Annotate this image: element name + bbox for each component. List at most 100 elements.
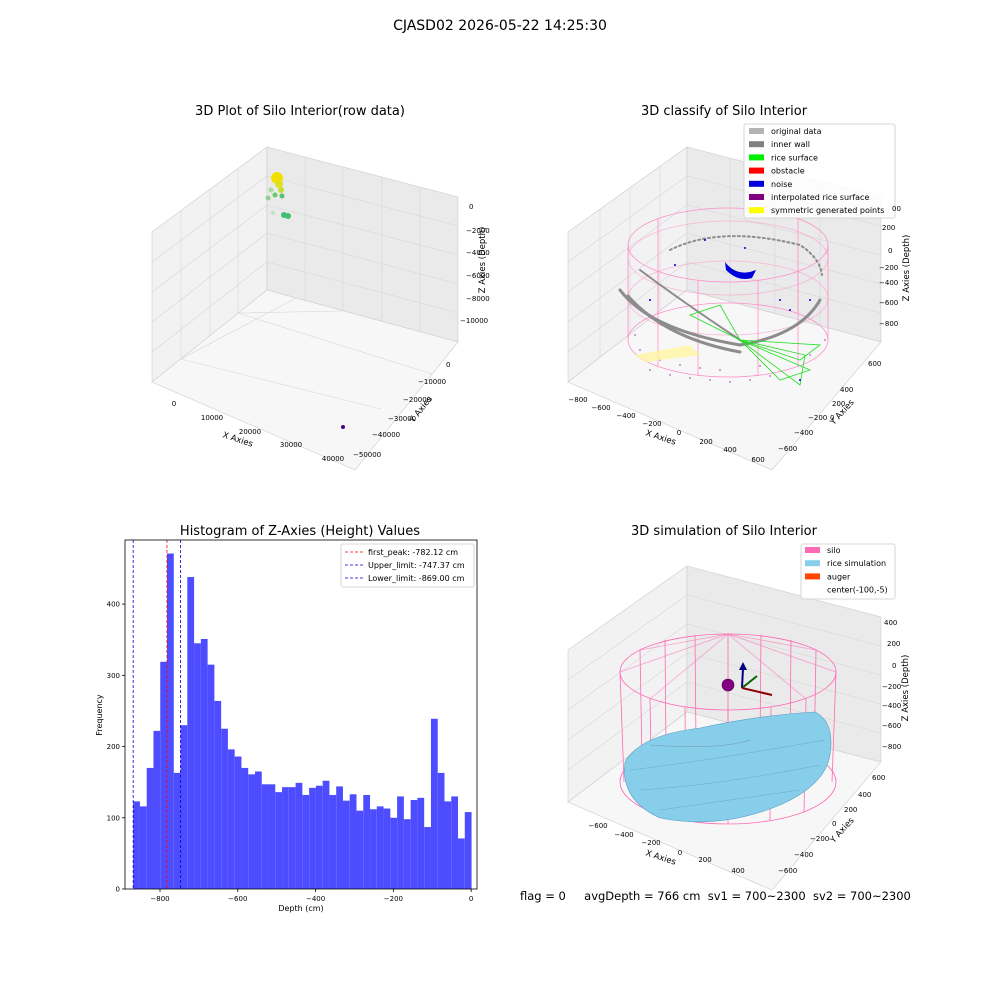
plot2-ytick: −400: [794, 429, 813, 437]
histogram-legend-label: Lower_limit: -869.00 cm: [368, 574, 465, 583]
histogram-bar: [133, 801, 140, 889]
plot2-xtick: −800: [568, 396, 587, 404]
plot2-xtick: 400: [723, 446, 736, 454]
plot1-title: 3D Plot of Silo Interior(row data): [195, 104, 405, 119]
status-avg-depth: avgDepth = 766 cm: [584, 889, 701, 903]
histogram-bar: [417, 797, 425, 889]
plot2-legend-swatch: [749, 128, 764, 134]
histogram-xtick: −400: [306, 895, 325, 903]
plot1-point: [279, 193, 285, 199]
status-flag: flag = 0: [520, 889, 566, 903]
plot3-legend-label: rice simulation: [827, 559, 886, 568]
plot3-ytick: 0: [832, 820, 836, 828]
plot3-ztick: −800: [882, 743, 901, 751]
plot2-ytick: 0: [830, 414, 834, 422]
plot1-points: [265, 172, 345, 429]
plot3-ytick: −600: [778, 867, 797, 875]
histogram-bar: [282, 787, 289, 889]
histogram-bar: [424, 827, 431, 889]
plot3-ztick: −200: [882, 683, 901, 691]
histogram-xlabel: Depth (cm): [278, 904, 323, 913]
plot2-inner-wall: [618, 235, 823, 354]
plot3-zlabel: Z Axies (Depth): [901, 655, 911, 722]
histogram-bar: [363, 794, 371, 889]
plot2-ytick: 400: [840, 386, 853, 394]
plot1-point: [278, 187, 284, 193]
plot3-xlabel: X Axies: [644, 848, 677, 867]
plot3-xtick: 200: [698, 856, 711, 864]
plot1-point: [275, 180, 283, 188]
histogram-bar: [376, 806, 384, 889]
histogram-bar: [254, 771, 262, 889]
histogram-bar: [295, 782, 303, 889]
histogram-bar: [194, 643, 201, 889]
histogram-bar: [153, 730, 161, 889]
plot3-xtick: 0: [678, 849, 682, 857]
plot1-ztick: −2000: [466, 227, 490, 235]
histogram-ytick: 300: [107, 672, 120, 680]
plot2-ztick: 200: [882, 224, 895, 232]
histogram-bar: [241, 767, 249, 889]
histogram-bar: [275, 792, 283, 889]
plot2-ztick: −400: [879, 279, 898, 287]
plot3-legend-label: auger: [827, 572, 851, 581]
histogram-title: Histogram of Z-Axies (Height) Values: [179, 524, 421, 539]
histogram-bar: [221, 728, 228, 889]
plot2-title: 3D classify of Silo Interior: [640, 104, 808, 119]
plot1-xtick: 20000: [239, 428, 261, 436]
histogram-frame: [124, 539, 478, 890]
histogram-bar: [234, 756, 242, 889]
plot1-ytick: −50000: [353, 451, 381, 459]
histogram-bar: [451, 796, 459, 889]
plot2-xtick: 600: [751, 456, 764, 464]
histogram-bar: [214, 700, 222, 889]
plot3-legend-swatch: [805, 560, 820, 567]
histogram-bar: [146, 767, 154, 889]
plot1-point: [341, 425, 345, 429]
plot1-axes: 0 10000 20000 30000 40000 0 −10000 −2000…: [151, 146, 490, 471]
plot3-ztick: −400: [882, 702, 901, 710]
histogram-ytick: 100: [107, 814, 120, 822]
plot2-legend-swatch: [749, 180, 764, 187]
plot3-grid: [567, 594, 882, 771]
histogram-legend-label: first_peak: -782.12 cm: [368, 548, 458, 557]
plot2-legend-label: obstacle: [771, 167, 805, 176]
plot2-ytick: −600: [778, 445, 797, 453]
plot2-legend-label: original data: [771, 127, 822, 136]
plot2-ztick: −800: [879, 320, 898, 328]
plot1-ytick: −40000: [372, 431, 400, 439]
plot1-xtick: 30000: [280, 441, 302, 449]
plot1-ytick: −10000: [418, 378, 446, 386]
plot2-ytick: −200: [808, 414, 827, 422]
plot2-xtick: −200: [642, 420, 661, 428]
plot3-legend-swatch: [805, 547, 820, 553]
histogram-bar: [336, 786, 343, 889]
histogram-bar: [167, 553, 174, 889]
histogram-bar: [410, 799, 418, 889]
histogram-bar: [268, 784, 276, 889]
histogram-ytick: 400: [107, 601, 120, 609]
histogram-ytick: 200: [107, 743, 120, 751]
plot1-xtick: 0: [172, 400, 176, 408]
plot2-xtick: 200: [699, 438, 712, 446]
plot1-point: [271, 211, 275, 215]
plot2-axes: original data inner wall rice surface obsta…: [567, 123, 912, 471]
plot3-ytick: 200: [844, 806, 857, 814]
plot3-ytick: −200: [810, 835, 829, 843]
histogram-bar: [437, 772, 445, 889]
plot3-legend-swatch: [805, 573, 820, 580]
plot1-point: [268, 187, 274, 193]
plot2-xlabel: X Axies: [644, 428, 677, 447]
status-line: flag = 0 avgDepth = 766 cm sv1 = 700~230…: [520, 889, 911, 903]
plot2-legend-label: symmetric generated points: [771, 206, 884, 215]
plot3-ztick: 400: [884, 619, 897, 627]
plot1-zlabel: Z Axies (Depth): [478, 227, 488, 294]
plot3-legend-label: silo: [827, 546, 841, 555]
histogram-bar: [187, 577, 195, 889]
plot3-ztick: −600: [882, 722, 901, 730]
plot1-ytick: 0: [446, 361, 450, 369]
histogram-legend-label: Upper_limit: -747.37 cm: [368, 561, 465, 570]
histogram-bar: [322, 780, 330, 889]
plot1-ztick: −8000: [466, 295, 490, 303]
